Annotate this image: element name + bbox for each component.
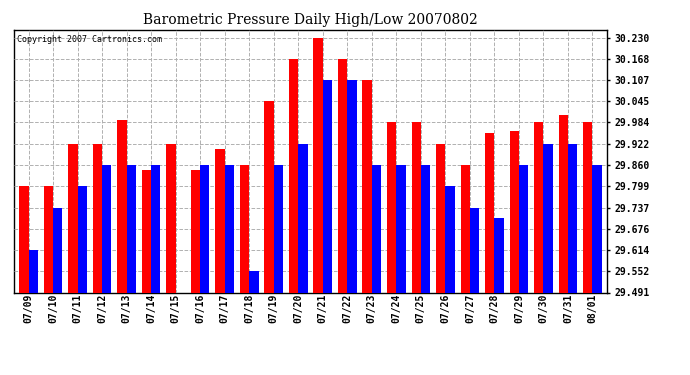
Bar	[396, 165, 406, 292]
Bar	[372, 165, 381, 292]
Bar	[485, 134, 495, 292]
Bar	[583, 123, 593, 292]
Title: Barometric Pressure Daily High/Low 20070802: Barometric Pressure Daily High/Low 20070…	[143, 13, 478, 27]
Bar	[166, 144, 176, 292]
Bar	[568, 144, 578, 292]
Bar	[142, 170, 151, 292]
Bar	[519, 165, 529, 292]
Bar	[225, 165, 234, 292]
Bar	[313, 38, 323, 292]
Bar	[411, 123, 421, 292]
Bar	[28, 250, 38, 292]
Bar	[559, 114, 568, 292]
Bar	[495, 218, 504, 292]
Bar	[421, 165, 430, 292]
Text: Copyright 2007 Cartronics.com: Copyright 2007 Cartronics.com	[17, 35, 161, 44]
Bar	[534, 123, 544, 292]
Bar	[102, 165, 111, 292]
Bar	[43, 186, 53, 292]
Bar	[264, 101, 274, 292]
Bar	[240, 165, 249, 292]
Bar	[151, 165, 161, 292]
Bar	[200, 165, 210, 292]
Bar	[362, 80, 372, 292]
Bar	[77, 186, 87, 292]
Bar	[436, 144, 445, 292]
Bar	[68, 144, 77, 292]
Bar	[347, 80, 357, 292]
Bar	[338, 59, 347, 292]
Bar	[510, 131, 519, 292]
Bar	[460, 165, 470, 292]
Bar	[53, 208, 62, 292]
Bar	[117, 120, 126, 292]
Bar	[289, 59, 298, 292]
Bar	[298, 144, 308, 292]
Bar	[126, 165, 136, 292]
Bar	[544, 144, 553, 292]
Bar	[445, 186, 455, 292]
Bar	[274, 165, 283, 292]
Bar	[191, 170, 200, 292]
Bar	[249, 272, 259, 292]
Bar	[387, 123, 396, 292]
Bar	[92, 144, 102, 292]
Bar	[593, 165, 602, 292]
Bar	[19, 186, 28, 292]
Bar	[323, 80, 332, 292]
Bar	[470, 208, 479, 292]
Bar	[215, 149, 225, 292]
